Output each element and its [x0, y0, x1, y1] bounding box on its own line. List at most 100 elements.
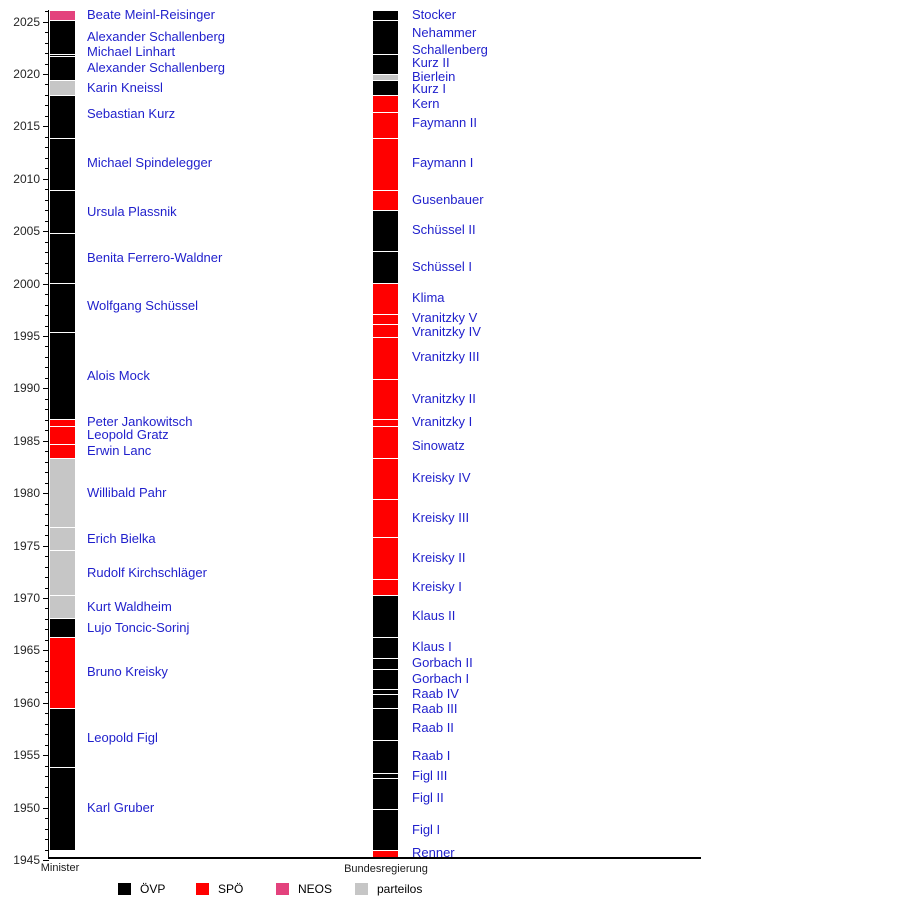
segment-label: Kreisky III — [412, 510, 470, 525]
legend-label: parteilos — [377, 882, 423, 896]
minor-tick — [45, 43, 49, 44]
segment-label: Faymann II — [412, 115, 478, 130]
minor-tick — [45, 273, 49, 274]
minor-tick — [45, 577, 49, 578]
segment-label: Michael Linhart — [87, 44, 176, 59]
bar-segment — [373, 580, 398, 595]
minor-tick — [45, 32, 49, 33]
bar-segment — [50, 551, 75, 595]
major-tick — [43, 231, 49, 232]
minor-tick — [45, 367, 49, 368]
major-tick — [43, 650, 49, 651]
minor-tick — [45, 787, 49, 788]
bar-segment — [373, 774, 398, 778]
segment-label: Klaus II — [412, 608, 456, 623]
minor-tick — [45, 147, 49, 148]
major-tick — [43, 179, 49, 180]
segment-label: Schüssel I — [412, 259, 472, 274]
minor-tick — [45, 346, 49, 347]
minor-tick — [45, 105, 49, 106]
minor-tick — [45, 818, 49, 819]
minor-tick — [45, 315, 49, 316]
minor-tick — [45, 588, 49, 589]
segment-label: Karin Kneissl — [87, 80, 163, 95]
bar-segment — [373, 427, 398, 458]
minor-tick — [45, 692, 49, 693]
minor-tick — [45, 210, 49, 211]
bar-segment — [373, 56, 398, 74]
minor-tick — [45, 640, 49, 641]
bar-segment — [50, 528, 75, 550]
segment-label: Renner — [412, 845, 455, 860]
minor-tick — [45, 797, 49, 798]
bar-segment — [50, 81, 75, 95]
minor-tick — [45, 84, 49, 85]
minor-tick — [45, 745, 49, 746]
bar-segment — [373, 315, 398, 324]
bar-segment — [373, 113, 398, 138]
segment-label: Erwin Lanc — [87, 443, 152, 458]
segment-label: Gorbach I — [412, 671, 470, 686]
bar-segment — [373, 284, 398, 314]
bar-segment — [50, 619, 75, 637]
bar-segment — [373, 596, 398, 637]
segment-label: Sebastian Kurz — [87, 106, 176, 121]
legend-swatch-neos — [276, 883, 289, 895]
bar-segment — [373, 325, 398, 337]
segment-label: Lujo Toncic-Sorinj — [87, 620, 190, 635]
minor-tick — [45, 525, 49, 526]
tick-label: 2025 — [13, 15, 40, 29]
segment-label: Vranitzky V — [412, 310, 478, 325]
segment-label: Stocker — [412, 7, 457, 22]
minor-tick — [45, 850, 49, 851]
minor-tick — [45, 221, 49, 222]
minor-tick — [45, 724, 49, 725]
segment-label: Schüssel II — [412, 222, 476, 237]
bar-segment — [373, 338, 398, 379]
segment-label: Kreisky II — [412, 550, 466, 565]
segment-label: Alexander Schallenberg — [87, 60, 226, 75]
segment-label: Erich Bielka — [87, 531, 156, 546]
major-tick — [43, 336, 49, 337]
bar-segment — [373, 500, 398, 537]
segment-label: Schallenberg — [412, 42, 488, 57]
bar-segment — [373, 211, 398, 251]
segment-label: Raab IV — [412, 686, 459, 701]
minor-tick — [45, 661, 49, 662]
major-tick — [43, 388, 49, 389]
minor-tick — [45, 242, 49, 243]
tick-label: 2010 — [13, 172, 40, 186]
segment-label: Bierlein — [412, 69, 456, 84]
bar-segment — [50, 445, 75, 458]
segment-label: Michael Spindelegger — [87, 155, 213, 170]
bar-segment — [50, 139, 75, 190]
segment-label: Faymann I — [412, 155, 474, 170]
legend-label: ÖVP — [140, 882, 166, 896]
bar-segment — [50, 57, 75, 80]
tick-label: 1975 — [13, 539, 40, 553]
segment-label: Figl III — [412, 768, 448, 783]
minor-tick — [45, 399, 49, 400]
minor-tick — [45, 409, 49, 410]
bar-segment — [373, 96, 398, 112]
legend-label: SPÖ — [218, 882, 244, 896]
bar-segment — [373, 741, 398, 773]
segment-label: Klima — [412, 290, 445, 305]
major-tick — [43, 703, 49, 704]
segment-label: Kurt Waldheim — [87, 599, 172, 614]
bar-segment — [373, 252, 398, 283]
bar-segment — [373, 459, 398, 499]
segment-label: Vranitzky IV — [412, 324, 481, 339]
minor-tick — [45, 116, 49, 117]
minor-tick — [45, 713, 49, 714]
segment-label: Bruno Kreisky — [87, 664, 168, 679]
major-tick — [43, 755, 49, 756]
legend-label: NEOS — [298, 882, 333, 896]
major-tick — [43, 493, 49, 494]
bar-segment — [50, 459, 75, 527]
minor-tick — [45, 263, 49, 264]
tick-label: 1995 — [13, 329, 40, 343]
segment-label: Ursula Plassnik — [87, 204, 177, 219]
tick-label: 1985 — [13, 434, 40, 448]
